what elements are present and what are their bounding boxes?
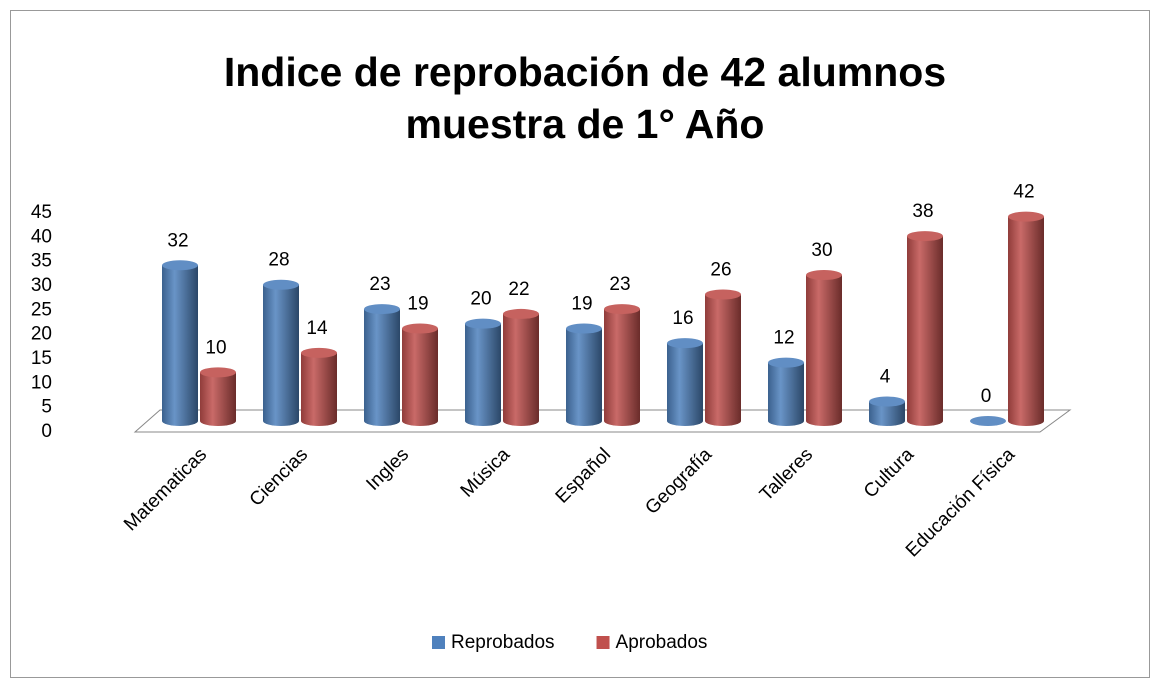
bar-top bbox=[566, 323, 602, 334]
bar-top bbox=[970, 416, 1006, 426]
bar-top bbox=[869, 396, 905, 407]
value-label: 30 bbox=[811, 240, 832, 261]
value-label: 38 bbox=[912, 201, 933, 222]
bar-top bbox=[768, 357, 804, 368]
bar-body bbox=[301, 352, 337, 426]
y-tick-label: 0 bbox=[41, 421, 52, 442]
bar-body bbox=[1008, 216, 1044, 426]
bar-top bbox=[465, 318, 501, 329]
y-tick-label: 35 bbox=[31, 251, 52, 272]
bar-top bbox=[907, 231, 943, 242]
bar-top bbox=[402, 323, 438, 334]
value-label: 0 bbox=[981, 386, 992, 407]
legend-label: Reprobados bbox=[451, 632, 555, 653]
bar-body bbox=[566, 328, 602, 426]
bar-top bbox=[705, 289, 741, 300]
bar-body bbox=[667, 343, 703, 426]
chart-title: Indice de reprobación de 42 alumnos bbox=[224, 49, 946, 95]
bar-body bbox=[503, 313, 539, 426]
bar-body bbox=[364, 309, 400, 426]
value-label: 32 bbox=[167, 230, 188, 251]
bar-body bbox=[263, 284, 299, 426]
bar-body bbox=[200, 372, 236, 426]
bar-body bbox=[465, 323, 501, 426]
bar-body bbox=[604, 309, 640, 426]
value-label: 4 bbox=[880, 367, 891, 388]
value-label: 22 bbox=[508, 279, 529, 300]
value-label: 23 bbox=[609, 274, 630, 295]
chart-title: muestra de 1° Año bbox=[406, 101, 765, 147]
bar-top bbox=[200, 367, 236, 378]
value-label: 10 bbox=[205, 337, 226, 358]
bar-top bbox=[604, 304, 640, 315]
value-label: 20 bbox=[470, 289, 491, 310]
bar-top bbox=[263, 279, 299, 290]
bar-body bbox=[402, 328, 438, 426]
value-label: 12 bbox=[773, 328, 794, 349]
bar-top bbox=[1008, 211, 1044, 222]
y-tick-label: 5 bbox=[41, 397, 52, 418]
bar-body bbox=[806, 275, 842, 426]
y-tick-label: 30 bbox=[31, 275, 52, 296]
bar-body bbox=[162, 265, 198, 426]
y-tick-label: 45 bbox=[31, 202, 52, 223]
value-label: 16 bbox=[672, 308, 693, 329]
legend-swatch bbox=[432, 636, 445, 649]
bar-body bbox=[768, 362, 804, 426]
value-label: 19 bbox=[571, 294, 592, 315]
legend-swatch bbox=[596, 636, 610, 649]
legend-label: Aprobados bbox=[616, 632, 708, 653]
bar-top bbox=[301, 347, 337, 358]
value-label: 14 bbox=[306, 318, 328, 339]
value-label: 23 bbox=[369, 274, 390, 295]
bar-top bbox=[806, 270, 842, 280]
y-tick-label: 40 bbox=[31, 226, 52, 247]
value-label: 42 bbox=[1013, 182, 1034, 203]
bar-body bbox=[869, 401, 905, 426]
y-tick-label: 20 bbox=[31, 324, 52, 345]
bar-top bbox=[503, 308, 539, 319]
value-label: 26 bbox=[710, 259, 731, 280]
y-tick-label: 25 bbox=[31, 299, 52, 320]
bar-top bbox=[364, 304, 400, 315]
bar-body bbox=[907, 236, 943, 426]
value-label: 19 bbox=[407, 294, 428, 315]
y-tick-label: 15 bbox=[31, 348, 52, 369]
y-tick-label: 10 bbox=[31, 372, 52, 393]
bar-body bbox=[705, 294, 741, 426]
value-label: 28 bbox=[268, 250, 289, 271]
bar-top bbox=[162, 260, 198, 271]
bar-top bbox=[667, 338, 703, 349]
